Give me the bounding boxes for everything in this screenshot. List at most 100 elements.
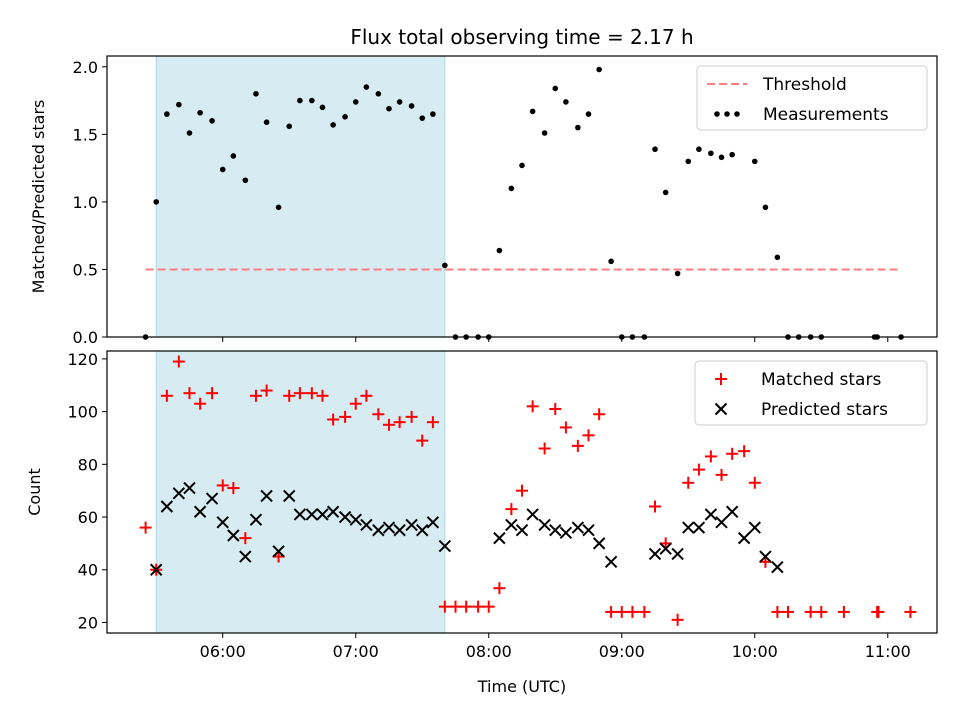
bottom-y-axis-title: Count: [25, 468, 44, 516]
bottom-y-tick-label: 120: [67, 350, 98, 369]
matched-stars-point: [449, 600, 462, 613]
predicted-stars-point: [249, 513, 263, 526]
legend-predicted-stars-swatch: [714, 402, 728, 416]
top-legend: Threshold Measurements: [696, 65, 928, 131]
legend-matched-stars-swatch: [715, 373, 727, 385]
measurements-point: [708, 150, 714, 157]
matched-stars-point: [715, 468, 728, 481]
matched-stars-point: [872, 605, 885, 618]
bottom-y-tick-label: 80: [78, 455, 98, 474]
measurements-point: [386, 105, 392, 112]
x-tick-label: 10:00: [732, 642, 778, 661]
matched-stars-point: [738, 445, 751, 458]
predicted-stars-point: [305, 508, 319, 521]
measurements-point: [774, 254, 781, 261]
predicted-stars-point: [360, 518, 373, 532]
predicted-stars-point: [316, 508, 329, 521]
matched-stars-point: [327, 413, 340, 426]
x-tick-label: 07:00: [333, 642, 379, 661]
matched-stars-point: [426, 416, 439, 429]
matched-stars-series: [139, 355, 917, 626]
matched-stars-point: [615, 605, 628, 618]
bottom-axes-frame: [106, 350, 938, 634]
predicted-stars-point: [648, 547, 662, 561]
matched-stars-point: [593, 408, 606, 421]
x-tick-label: 11:00: [865, 642, 911, 661]
matched-stars-point: [194, 397, 207, 410]
predicted-stars-point: [692, 521, 706, 534]
predicted-stars-point: [416, 524, 429, 537]
measurements-series: [142, 66, 904, 340]
measurements-point: [309, 97, 315, 104]
matched-stars-point: [139, 521, 152, 534]
matched-stars-point: [837, 605, 850, 618]
predicted-stars-point: [582, 524, 595, 537]
predicted-stars-point: [559, 526, 573, 540]
matched-stars-point: [260, 384, 273, 397]
measurements-point: [263, 119, 270, 125]
bottom-legend-box: [694, 360, 928, 426]
matched-stars-point: [682, 476, 695, 489]
legend-threshold-label: Threshold: [762, 75, 847, 95]
predicted-stars-point: [438, 539, 452, 553]
matched-stars-point: [416, 434, 429, 447]
predicted-stars-point: [515, 524, 529, 537]
matched-stars-point: [582, 429, 595, 442]
matched-stars-point: [227, 482, 240, 495]
legend-matched-stars-label: Matched stars: [761, 370, 881, 390]
measurements-point: [674, 270, 681, 277]
predicted-stars-point: [737, 531, 751, 545]
measurements-point: [596, 66, 602, 73]
predicted-stars-point: [538, 518, 551, 532]
predicted-stars-point: [592, 537, 606, 550]
measurements-point: [330, 122, 336, 128]
matched-stars-point: [405, 410, 418, 423]
predicted-stars-point: [671, 547, 684, 561]
measurements-point: [319, 104, 326, 111]
matched-stars-point: [516, 484, 528, 497]
matched-stars-point: [638, 605, 651, 618]
matched-stars-point: [526, 400, 539, 413]
predicted-stars-point: [682, 521, 695, 534]
predicted-stars-point: [193, 505, 207, 518]
top-y-tick-label: 1.5: [73, 125, 98, 144]
measurements-point: [197, 109, 203, 116]
matched-stars-point: [216, 479, 229, 492]
matched-stars-point: [372, 408, 385, 421]
measurements-point: [508, 185, 515, 192]
matched-stars-point: [904, 605, 917, 618]
bottom-legend: Matched stars Predicted stars: [694, 360, 928, 426]
matched-stars-point: [160, 389, 173, 402]
measurements-point: [529, 108, 536, 115]
measurements-point: [209, 118, 215, 124]
measurements-point: [363, 84, 370, 90]
measurements-point: [242, 177, 249, 184]
measurements-point: [375, 91, 382, 97]
top-legend-box: [696, 65, 928, 131]
measurements-point: [608, 258, 614, 265]
measurements-point: [552, 85, 559, 92]
measurements-point: [519, 162, 525, 169]
matched-stars-point: [726, 447, 739, 460]
matched-stars-point: [771, 605, 784, 618]
measurements-point: [751, 158, 758, 165]
measurements-point: [563, 99, 569, 105]
x-axis-title: Time (UTC): [477, 677, 566, 696]
top-axes-frame: [106, 55, 938, 338]
matched-stars-point: [249, 389, 262, 402]
measurements-point: [430, 111, 436, 117]
measurements-point: [164, 111, 170, 117]
measurements-point: [762, 204, 769, 211]
top-y-tick-label: 2.0: [73, 58, 98, 77]
matched-stars-point: [183, 387, 196, 400]
measurements-point: [396, 99, 403, 105]
predicted-stars-point: [771, 560, 784, 574]
predicted-stars-point: [349, 513, 362, 526]
matched-stars-point: [239, 532, 252, 545]
predicted-stars-point: [338, 510, 352, 524]
x-tick-label: 06:00: [200, 642, 246, 661]
matched-stars-point: [172, 355, 185, 368]
matched-stars-point: [605, 605, 618, 618]
matched-stars-point: [692, 463, 705, 476]
measurements-point: [219, 166, 226, 173]
